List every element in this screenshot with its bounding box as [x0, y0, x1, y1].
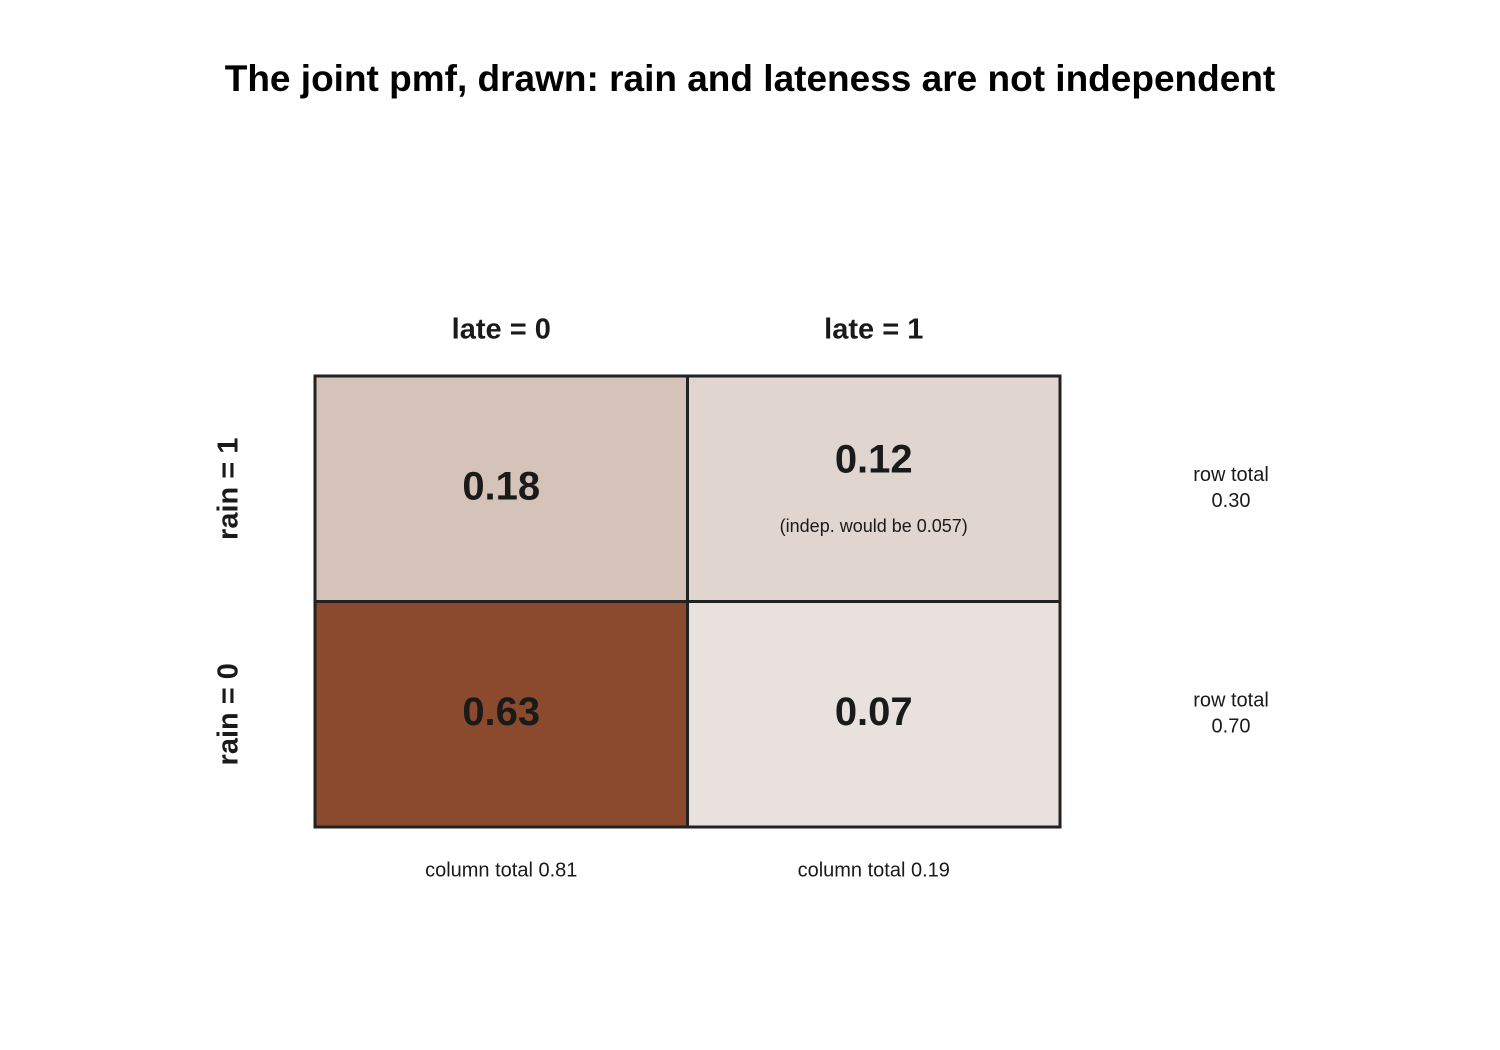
row-label: rain = 1 [213, 438, 245, 540]
cell [686, 374, 1062, 603]
cell-value: 0.18 [462, 464, 540, 508]
column-label: late = 1 [824, 314, 923, 346]
column-total: column total 0.19 [798, 859, 950, 881]
column-label: late = 0 [452, 314, 551, 346]
row-total-label: row total [1193, 690, 1269, 712]
row-total-label: row total [1193, 464, 1269, 486]
cell-value: 0.63 [462, 690, 540, 734]
cell-value: 0.07 [835, 690, 913, 734]
cell-annotation: (indep. would be 0.057) [780, 516, 968, 536]
grid-border [313, 374, 1062, 829]
cell [313, 600, 689, 829]
cell [686, 600, 1062, 829]
column-total: column total 0.81 [425, 859, 577, 881]
row-label: rain = 0 [213, 663, 245, 765]
cell [313, 374, 689, 603]
chart-title: The joint pmf, drawn: rain and lateness … [225, 58, 1276, 99]
cell-value: 0.12 [835, 437, 913, 481]
row-total-value: 0.30 [1212, 490, 1251, 512]
row-total-value: 0.70 [1212, 716, 1251, 738]
